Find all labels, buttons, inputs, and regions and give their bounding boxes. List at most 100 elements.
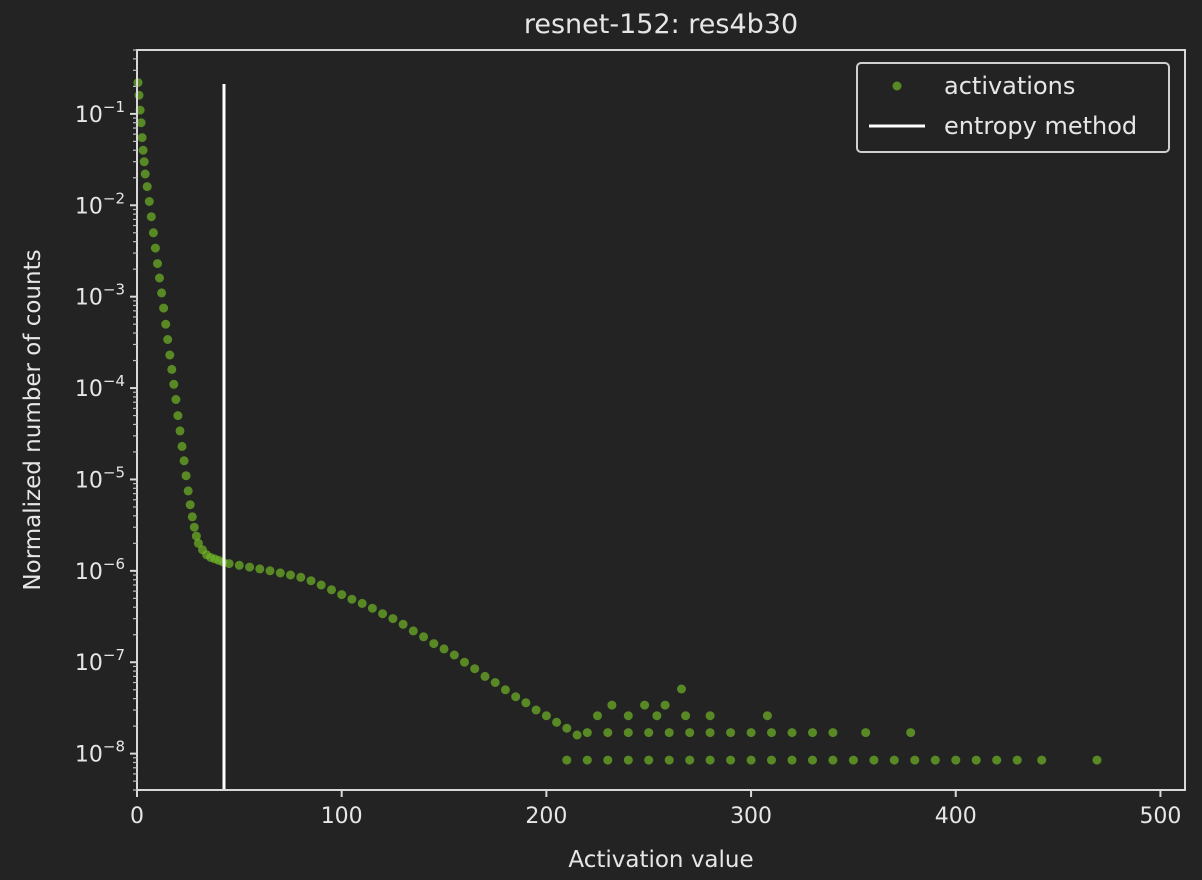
activation-point	[169, 379, 179, 389]
activation-point	[767, 755, 776, 765]
activation-point	[562, 723, 572, 733]
x-tick-label: 200	[525, 804, 567, 829]
activation-point	[191, 531, 201, 541]
activation-point	[681, 711, 691, 721]
activation-point	[234, 560, 244, 570]
activation-point	[189, 522, 199, 532]
activation-point	[378, 609, 388, 619]
x-tick-label: 300	[730, 804, 772, 829]
activation-point	[848, 755, 858, 765]
activation-point	[150, 243, 160, 253]
activation-point	[490, 678, 500, 687]
activation-point	[140, 169, 150, 179]
activation-point	[664, 728, 674, 738]
activation-point	[685, 755, 695, 765]
y-axis: 10−1 10−2 10−3 10−4 10−5 10−6 10−7 10−8	[75, 49, 137, 791]
activation-point	[677, 684, 686, 694]
activation-point	[165, 350, 175, 360]
activation-point	[296, 572, 306, 582]
activation-point	[1012, 755, 1022, 765]
activation-point	[652, 711, 662, 721]
activation-point	[582, 755, 592, 765]
activation-point	[245, 562, 255, 572]
activation-point	[327, 585, 336, 595]
activation-point	[337, 590, 347, 600]
activation-point	[640, 700, 650, 710]
activation-point	[159, 303, 169, 313]
activation-point	[531, 705, 541, 715]
activation-point	[582, 728, 592, 738]
activation-point	[705, 728, 715, 738]
activation-point	[449, 650, 459, 660]
activation-point	[153, 259, 162, 269]
activation-point	[173, 411, 183, 421]
plot-frame	[136, 49, 1186, 791]
activation-point	[623, 755, 633, 765]
activation-point	[347, 594, 357, 604]
x-tick-label: 100	[321, 804, 363, 829]
activation-point	[185, 500, 195, 510]
y-tick-label: 10−5	[75, 463, 125, 493]
activation-point	[705, 711, 715, 721]
activation-point	[562, 755, 572, 765]
activation-point	[142, 182, 152, 192]
activation-point	[861, 728, 871, 738]
activation-point	[1037, 755, 1047, 765]
y-tick-label: 10−7	[75, 646, 125, 676]
y-axis-label: Normalized number of counts	[20, 249, 46, 590]
activation-point	[603, 728, 613, 738]
activation-point	[193, 538, 203, 548]
activation-point	[357, 598, 367, 608]
activation-point	[224, 559, 234, 569]
activation-point	[644, 755, 654, 765]
activation-point	[255, 564, 265, 574]
activation-point	[460, 657, 469, 667]
activation-point	[136, 118, 146, 128]
activation-point	[808, 755, 817, 765]
activation-point	[265, 566, 275, 576]
activation-point	[139, 157, 149, 167]
activation-point	[541, 711, 551, 721]
activation-point	[408, 626, 418, 636]
x-axis-label: Activation value	[568, 847, 753, 873]
activation-point	[183, 486, 193, 496]
activation-point	[144, 197, 154, 206]
activation-point	[1092, 755, 1102, 765]
activation-point	[146, 212, 156, 222]
activation-point	[971, 755, 981, 765]
legend-activations-marker	[892, 81, 902, 91]
activation-point	[762, 711, 772, 721]
activation-point	[306, 576, 316, 586]
activation-point	[155, 273, 164, 283]
x-tick-label: 0	[130, 804, 144, 829]
activation-point	[767, 728, 776, 738]
activation-point	[910, 755, 920, 765]
activation-point	[470, 664, 480, 674]
y-tick-label: 10−8	[75, 738, 125, 768]
legend-entropy-method-label: entropy method	[944, 112, 1137, 140]
activation-point	[726, 728, 736, 738]
y-tick-label: 10−1	[75, 98, 125, 128]
activation-point	[367, 603, 377, 613]
activation-point	[161, 319, 171, 329]
activation-point	[181, 471, 191, 481]
plot-area	[137, 50, 1185, 790]
activation-point	[179, 456, 189, 466]
activation-point	[138, 145, 148, 155]
activation-point	[187, 512, 197, 522]
x-tick-label: 500	[1139, 804, 1181, 829]
activation-point	[685, 728, 695, 738]
activation-point	[148, 228, 158, 238]
activation-point	[623, 711, 633, 721]
activation-point	[607, 700, 617, 710]
activation-point	[500, 685, 510, 695]
activation-point	[951, 755, 961, 765]
activation-point	[439, 644, 449, 654]
activation-point	[930, 755, 940, 765]
activation-point	[521, 698, 531, 708]
legend-activations-label: activations	[944, 72, 1075, 100]
activation-point	[992, 755, 1002, 765]
y-tick-label: 10−4	[75, 372, 125, 402]
activation-point	[316, 580, 326, 590]
